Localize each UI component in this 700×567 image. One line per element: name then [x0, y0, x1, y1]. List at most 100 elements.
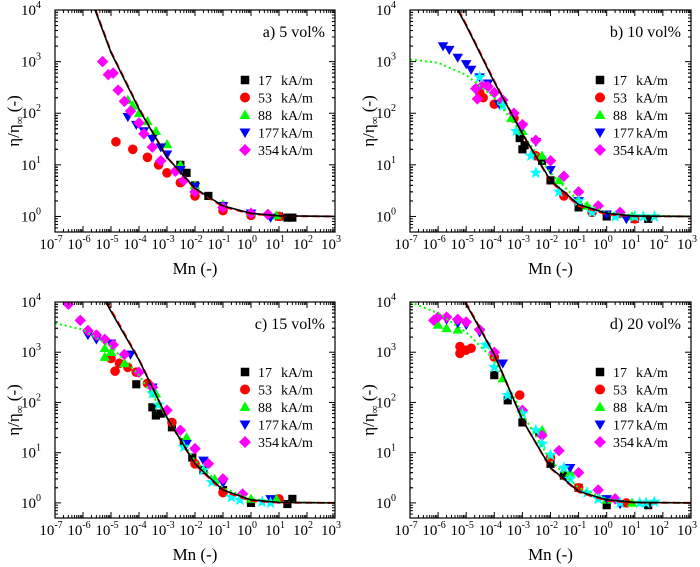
y-tick-exponent: 0 — [391, 206, 396, 217]
y-tick-label: 104 — [21, 0, 41, 19]
data-point-17 — [490, 371, 499, 380]
x-tick-label: 10-6 — [422, 234, 445, 253]
data-point-354 — [592, 200, 605, 212]
legend-value: 17 — [613, 74, 627, 89]
x-tick-exponent: -1 — [222, 234, 230, 245]
legend-item-354: 354 kA/m — [594, 436, 668, 451]
x-tick-label: 103 — [677, 234, 697, 253]
data-point-extra — [205, 475, 219, 488]
data-point-17 — [503, 396, 512, 405]
x-tick-label: 102 — [649, 234, 669, 253]
x-tick-label: 10-5 — [95, 520, 118, 539]
data-point-extra — [648, 495, 661, 508]
data-point-extra — [473, 70, 486, 83]
x-axis-label: Mn (-) — [173, 259, 218, 278]
data-point-354 — [133, 117, 145, 129]
data-point-extra — [580, 486, 594, 498]
panel-d: 10-7 10-6 10-5 10-4 10-3 10-2 10-1 100 101 102 103… — [359, 292, 697, 564]
plot-area — [94, 10, 335, 223]
y-tick-exponent: 1 — [36, 443, 41, 454]
y-label-subscript: ∞ — [14, 405, 26, 413]
y-tick-label: 100 — [21, 493, 41, 512]
legend-item-17: 17 kA/m — [240, 366, 313, 381]
fit-line-solid — [105, 302, 335, 504]
x-tick-label: 10-1 — [207, 520, 230, 539]
data-point-354 — [118, 95, 131, 108]
data-point-354 — [133, 366, 145, 378]
x-tick-exponent: -6 — [82, 520, 90, 531]
x-tick-label: 10-2 — [179, 234, 202, 253]
y-label-main: η/η — [4, 124, 23, 147]
data-point-354 — [169, 165, 182, 178]
y-label-subscript: ∞ — [14, 116, 26, 124]
data-point-354 — [572, 186, 585, 198]
legend-unit: kA/m — [636, 366, 668, 381]
x-tick-label: 10-6 — [422, 520, 445, 539]
data-point-17 — [559, 471, 568, 480]
data-point-17 — [644, 214, 653, 223]
panel-title: a) 5 vol% — [263, 24, 325, 41]
data-point-extra — [529, 423, 543, 436]
data-point-53 — [466, 343, 476, 354]
data-point-17 — [288, 494, 297, 503]
x-tick-exponent: 2 — [664, 234, 669, 245]
fit-line-solid — [94, 10, 335, 218]
data-point-354 — [544, 154, 557, 167]
x-tick-exponent: -3 — [166, 234, 174, 245]
y-tick-exponent: 3 — [36, 342, 41, 353]
data-point-354 — [146, 141, 159, 153]
x-tick-exponent: -7 — [409, 234, 417, 245]
data-point-177 — [545, 166, 556, 176]
legend-item-53: 53 kA/m — [240, 384, 313, 399]
x-tick-exponent: -4 — [494, 520, 502, 531]
data-point-extra — [529, 166, 543, 179]
data-point-354 — [202, 458, 215, 470]
y-tick-exponent: 3 — [36, 52, 41, 63]
data-point-177 — [198, 456, 209, 466]
y-tick-label: 103 — [376, 342, 396, 361]
x-tick-label: 10-5 — [451, 520, 474, 539]
data-point-17 — [132, 380, 141, 389]
data-point-17 — [520, 141, 529, 150]
legend-value: 53 — [258, 92, 272, 107]
data-point-17 — [546, 459, 555, 468]
x-tick-exponent: 0 — [608, 234, 613, 245]
x-tick-exponent: 0 — [252, 234, 257, 245]
legend-item-354: 354 kA/m — [594, 144, 668, 159]
y-tick-exponent: 4 — [36, 292, 41, 303]
legend-marker-circle — [240, 384, 250, 395]
y-axis-label: η/η∞ (-) — [359, 384, 381, 436]
x-tick-exponent: 2 — [308, 234, 313, 245]
data-point-17 — [167, 423, 177, 432]
data-point-extra — [535, 437, 549, 450]
y-tick-exponent: 0 — [36, 493, 41, 504]
legend-marker-triangle-up — [594, 401, 606, 411]
data-point-17 — [515, 134, 524, 143]
x-axis-label: Mn (-) — [528, 259, 573, 278]
data-point-extra — [557, 461, 571, 474]
data-point-354 — [592, 484, 605, 496]
legend-value: 17 — [258, 366, 272, 381]
x-tick-exponent: -2 — [194, 520, 202, 531]
legend-unit: kA/m — [281, 384, 313, 399]
y-tick-label: 103 — [21, 52, 41, 71]
x-tick-exponent: 1 — [636, 520, 641, 531]
data-point-354 — [217, 473, 229, 485]
data-point-88 — [536, 150, 548, 160]
legend-value: 354 — [258, 144, 279, 159]
data-point-354 — [440, 311, 453, 323]
legend-value: 177 — [613, 127, 634, 142]
x-tick-label: 100 — [237, 520, 257, 539]
y-label-suffix: (-) — [359, 384, 378, 405]
x-axis-label: Mn (-) — [528, 545, 573, 564]
legend-marker-diamond — [594, 436, 606, 448]
legend-value: 88 — [258, 401, 272, 416]
data-point-88 — [99, 351, 111, 361]
data-point-354 — [96, 55, 109, 68]
x-tick-label: 101 — [621, 520, 641, 539]
x-tick-label: 102 — [293, 520, 313, 539]
y-tick-exponent: 4 — [391, 292, 396, 303]
